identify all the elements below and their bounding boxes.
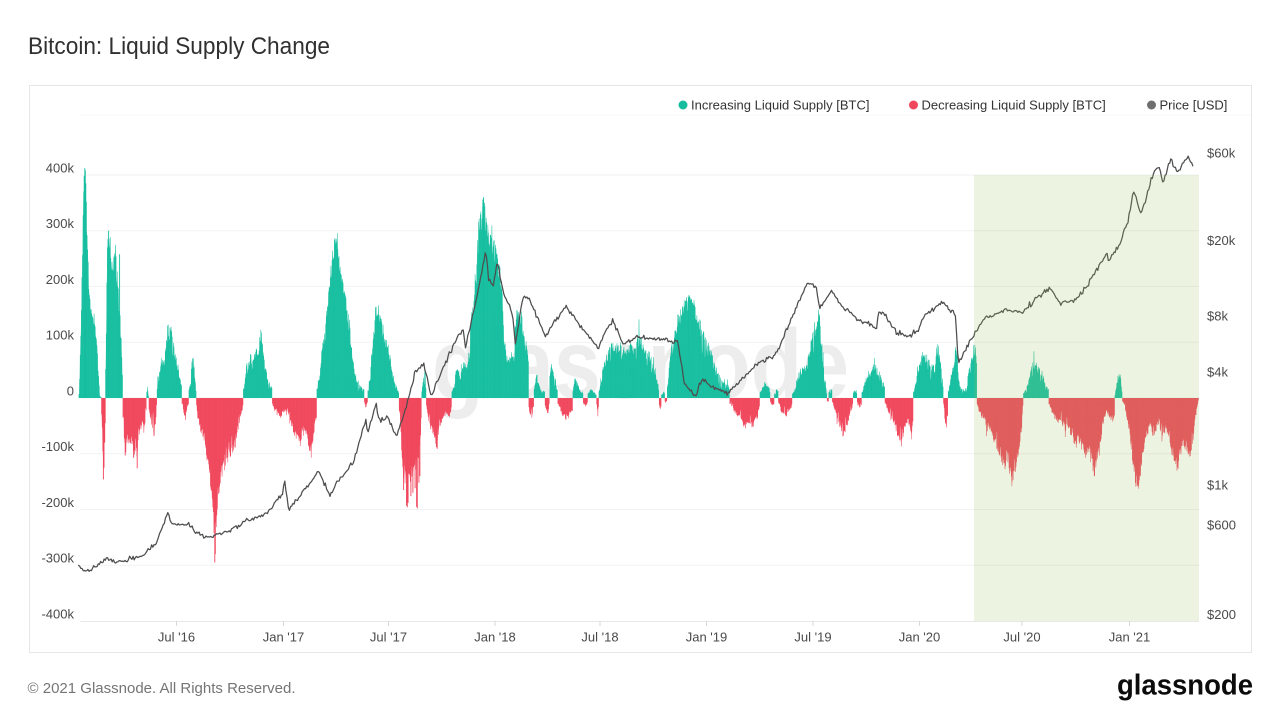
svg-text:-300k: -300k <box>41 551 74 566</box>
svg-text:$4k: $4k <box>1207 365 1228 380</box>
svg-text:Jan '21: Jan '21 <box>1109 630 1151 645</box>
svg-text:-400k: -400k <box>41 607 74 622</box>
svg-text:Bitcoin: Liquid Supply Change: Bitcoin: Liquid Supply Change <box>28 33 330 60</box>
svg-text:-100k: -100k <box>41 439 74 454</box>
svg-text:Price [USD]: Price [USD] <box>1160 98 1228 113</box>
svg-text:200k: 200k <box>46 272 75 287</box>
svg-text:Jan '18: Jan '18 <box>474 630 516 645</box>
svg-text:$600: $600 <box>1207 518 1236 533</box>
svg-text:glassnode: glassnode <box>1117 670 1253 702</box>
svg-text:© 2021 Glassnode. All Rights R: © 2021 Glassnode. All Rights Reserved. <box>28 681 296 697</box>
svg-text:-200k: -200k <box>41 495 74 510</box>
svg-text:Jan '19: Jan '19 <box>686 630 728 645</box>
svg-text:400k: 400k <box>46 161 75 176</box>
svg-text:$20k: $20k <box>1207 233 1236 248</box>
svg-text:Decreasing Liquid Supply [BTC]: Decreasing Liquid Supply [BTC] <box>922 98 1106 113</box>
svg-text:$60k: $60k <box>1207 146 1236 161</box>
svg-text:Increasing Liquid Supply [BTC]: Increasing Liquid Supply [BTC] <box>691 98 869 113</box>
svg-text:Jan '17: Jan '17 <box>263 630 305 645</box>
svg-text:Jan '20: Jan '20 <box>899 630 941 645</box>
svg-text:$8k: $8k <box>1207 309 1228 324</box>
svg-text:100k: 100k <box>46 328 75 343</box>
svg-text:Jul '19: Jul '19 <box>794 630 831 645</box>
svg-text:Jul '20: Jul '20 <box>1003 630 1040 645</box>
svg-text:Jul '16: Jul '16 <box>158 630 195 645</box>
svg-text:$200: $200 <box>1207 607 1236 622</box>
svg-text:300k: 300k <box>46 216 75 231</box>
svg-text:Jul '18: Jul '18 <box>581 630 618 645</box>
svg-text:Jul '17: Jul '17 <box>370 630 407 645</box>
svg-text:$1k: $1k <box>1207 478 1228 493</box>
svg-text:0: 0 <box>67 384 74 399</box>
